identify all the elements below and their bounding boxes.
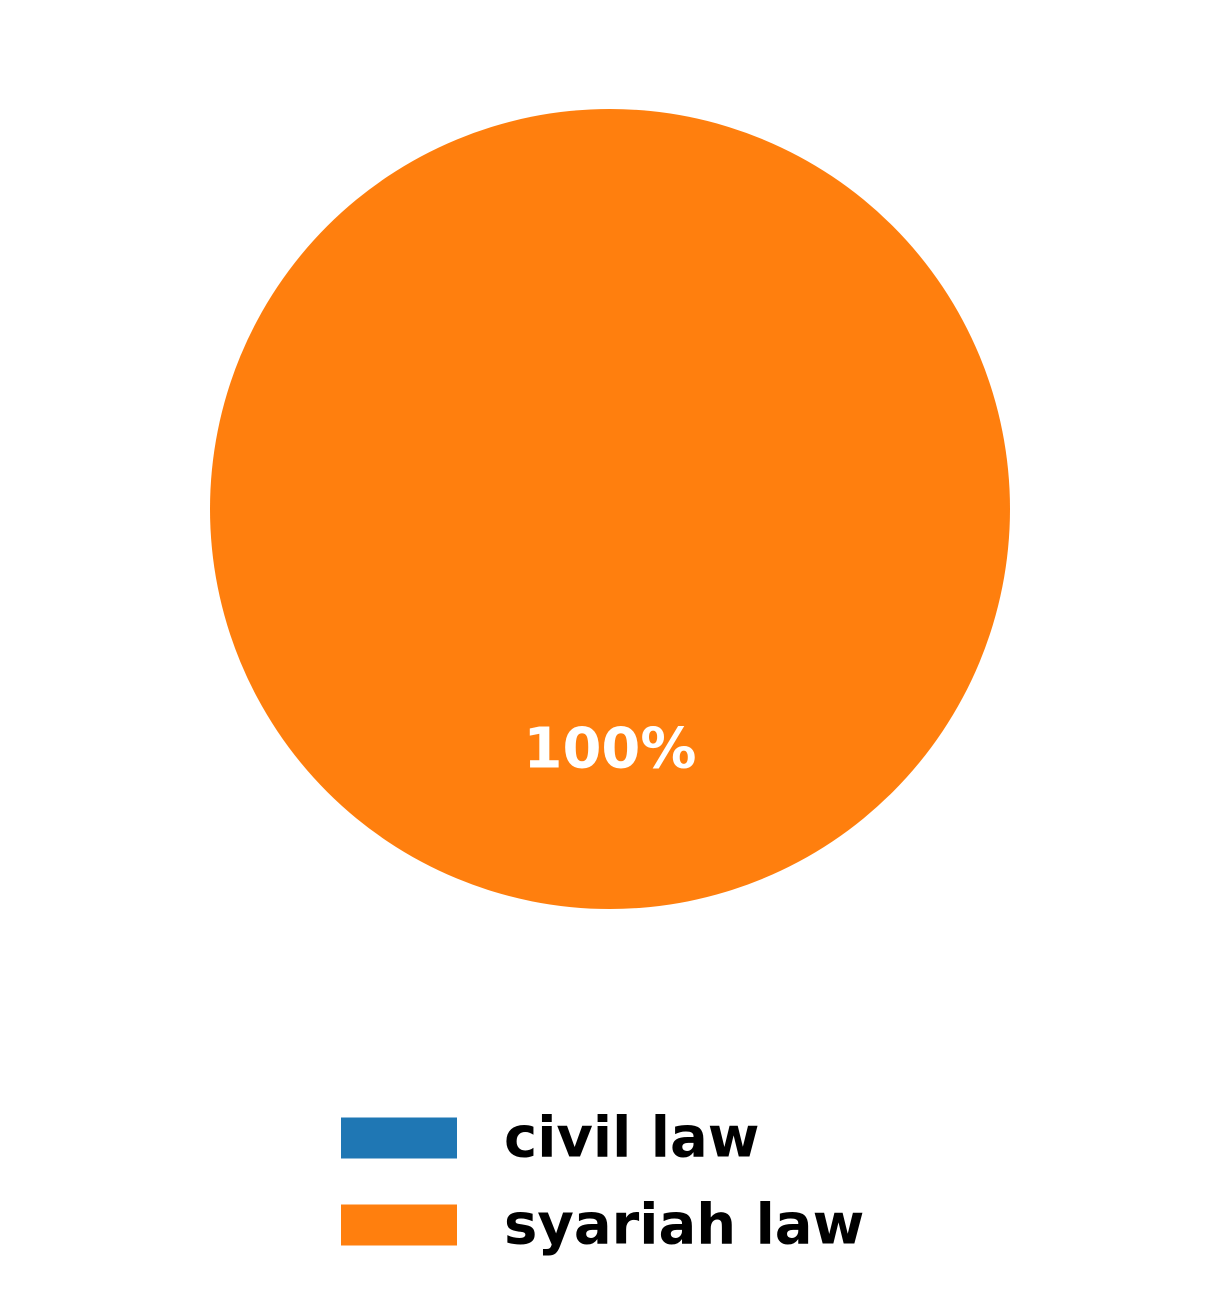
legend: civil law syariah law bbox=[341, 1106, 864, 1258]
pie-slice-syariah-law bbox=[210, 109, 1010, 909]
legend-swatch-syariah-law bbox=[341, 1204, 457, 1246]
legend-label-syariah-law: syariah law bbox=[504, 1193, 864, 1258]
legend-swatch-civil-law bbox=[341, 1117, 457, 1159]
pie-slices bbox=[210, 109, 1010, 909]
legend-label-civil-law: civil law bbox=[504, 1106, 760, 1171]
pie-pct-label-syariah-law: 100% bbox=[523, 717, 696, 782]
pie-slice-labels: 100% bbox=[523, 717, 696, 782]
